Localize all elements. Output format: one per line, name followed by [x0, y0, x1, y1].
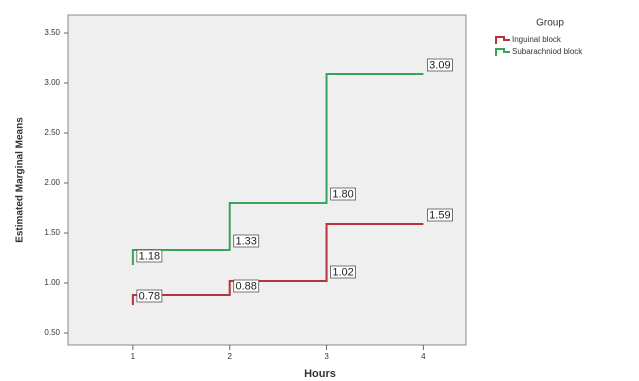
x-tick-label: 4 [421, 352, 426, 361]
x-axis-label: Hours [304, 368, 336, 380]
legend-label: Subarachniod block [512, 47, 583, 56]
legend-swatch [495, 48, 510, 56]
legend-label: Inguinal block [512, 35, 562, 44]
legend-title: Group [536, 18, 564, 29]
y-tick-label: 0.50 [44, 328, 60, 337]
x-tick-label: 1 [131, 352, 136, 361]
value-label-box [330, 187, 356, 201]
series-line [131, 223, 424, 305]
value-label: 3.09 [429, 59, 450, 71]
y-axis-label: Estimated Marginal Means [15, 117, 26, 243]
value-label: 1.59 [429, 209, 450, 221]
series-line [131, 73, 424, 265]
value-label: 0.88 [236, 280, 257, 292]
value-label-box [426, 58, 453, 72]
y-tick-label: 2.50 [44, 128, 60, 137]
value-label-box [233, 234, 260, 248]
x-tick-label: 3 [324, 352, 329, 361]
y-tick-label: 1.50 [44, 228, 60, 237]
value-label-box [136, 289, 163, 303]
value-label: 1.02 [332, 266, 353, 278]
value-label: 1.80 [332, 188, 353, 200]
y-tick-label: 3.50 [44, 28, 60, 37]
value-label: 1.18 [139, 250, 160, 262]
value-label-box [233, 279, 260, 293]
y-tick-label: 3.00 [44, 78, 60, 87]
y-tick-label: 1.00 [44, 278, 60, 287]
value-label-box [136, 249, 163, 263]
value-label: 1.33 [236, 235, 257, 247]
value-label-box [426, 208, 453, 222]
plot-area [67, 14, 467, 346]
legend-swatch [495, 36, 510, 44]
value-label: 0.78 [139, 290, 160, 302]
value-label-box [330, 265, 356, 279]
y-tick-label: 2.00 [44, 178, 60, 187]
x-tick-label: 2 [227, 352, 232, 361]
